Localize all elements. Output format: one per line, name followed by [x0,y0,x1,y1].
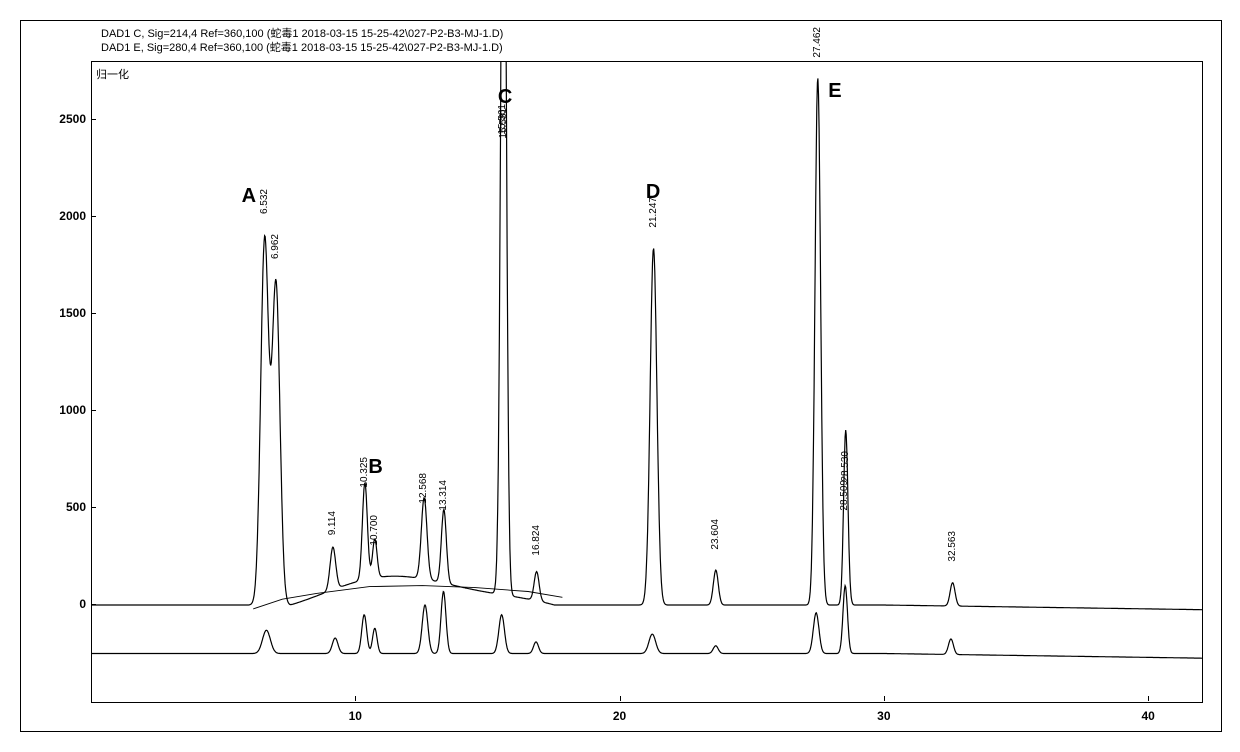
peak-retention-label: 27.462 [812,27,823,58]
y-tick-mark [91,119,96,120]
peak-retention-label: 28.530 [840,451,851,482]
peak-retention-label: 15.581 [498,108,509,139]
peak-retention-label: 13.314 [438,480,449,511]
trace-214nm [92,62,1202,610]
y-tick-label: 0 [79,597,86,611]
peak-retention-label: 6.532 [259,189,270,214]
peak-retention-label: 28.509 [839,480,850,511]
y-tick-mark [91,410,96,411]
y-tick-mark [91,604,96,605]
header-line-2: DAD1 E, Sig=280,4 Ref=360,100 (蛇毒1 2018-… [101,39,503,55]
x-tick-label: 10 [349,709,362,723]
trace-280nm [92,586,1202,659]
peak-retention-label: 16.824 [531,525,542,556]
chromatogram-chart: DAD1 C, Sig=214,4 Ref=360,100 (蛇毒1 2018-… [20,20,1222,732]
x-tick-mark [355,696,356,701]
y-tick-mark [91,507,96,508]
y-tick-mark [91,216,96,217]
x-tick-mark [884,696,885,701]
peak-retention-label: 12.568 [418,473,429,504]
peak-retention-label: 6.962 [270,234,281,259]
region-label-e: E [828,80,841,103]
x-tick-label: 20 [613,709,626,723]
peak-retention-label: 10.700 [369,515,380,546]
chromatogram-svg [92,62,1202,702]
y-tick-mark [91,313,96,314]
region-label-a: A [242,185,256,208]
y-tick-label: 2500 [59,112,86,126]
x-tick-mark [1148,696,1149,701]
region-label-c: C [498,86,512,109]
x-tick-label: 40 [1141,709,1154,723]
peak-retention-label: 23.604 [710,519,721,550]
y-tick-label: 500 [66,500,86,514]
plot-area: 归一化 [91,61,1203,703]
x-tick-mark [620,696,621,701]
y-tick-label: 1000 [59,403,86,417]
peak-retention-label: 32.563 [947,531,958,562]
y-tick-label: 1500 [59,306,86,320]
region-label-d: D [646,181,660,204]
peak-retention-label: 9.114 [327,511,338,535]
region-label-b: B [368,456,382,479]
y-tick-label: 2000 [59,209,86,223]
x-tick-label: 30 [877,709,890,723]
